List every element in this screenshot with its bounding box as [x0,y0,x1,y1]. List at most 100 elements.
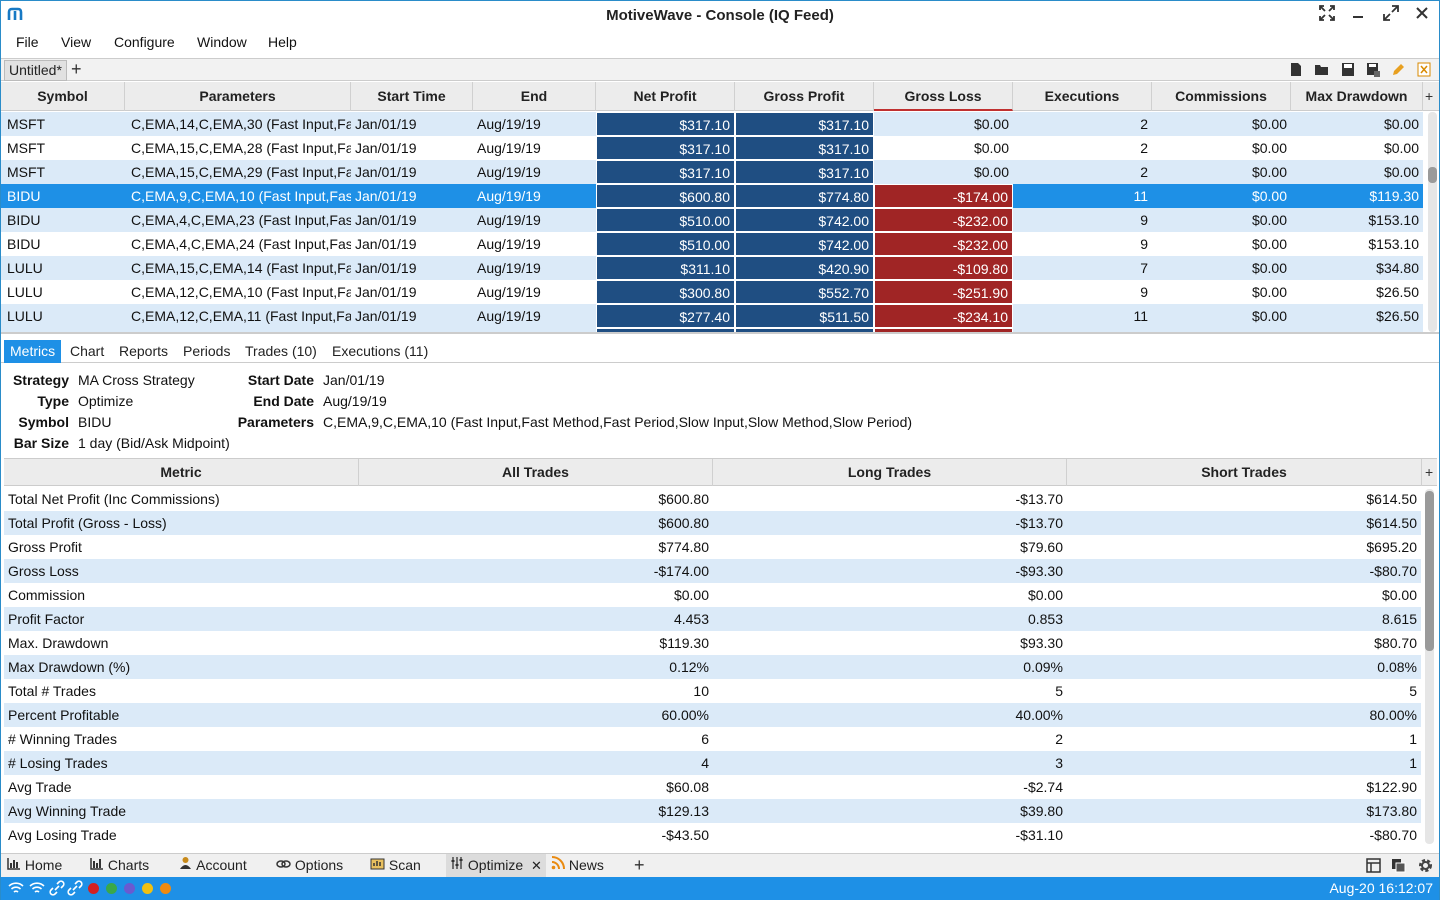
tab-trades[interactable]: Trades (10) [245,343,317,359]
status-dot-orange[interactable] [160,883,171,894]
nav-optimize[interactable]: Optimize ✕ [446,854,546,878]
metrics-row[interactable]: Avg Losing Trade -$43.50 -$31.10 -$80.70 [4,823,1421,847]
metrics-row[interactable]: Gross Loss -$174.00 -$93.30 -$80.70 [4,559,1421,583]
metrics-row[interactable]: Profit Factor 4.453 0.853 8.615 [4,607,1421,631]
metrics-row[interactable]: Max. Drawdown $119.30 $93.30 $80.70 [4,631,1421,655]
end-date-label: End Date [253,393,314,409]
workspace-tab[interactable]: Untitled* [4,60,67,81]
cell-executions: 9 [1140,284,1148,300]
metrics-row[interactable]: Total Net Profit (Inc Commissions) $600.8… [4,487,1421,511]
long-trades-value: $0.00 [1027,587,1063,603]
fullscreen-icon[interactable] [1316,5,1338,26]
add-column-icon[interactable]: + [1425,88,1434,104]
close-optimize-tab-icon[interactable]: ✕ [531,858,542,873]
metric-name: # Winning Trades [8,731,117,747]
menu-configure[interactable]: Configure [114,34,175,50]
col-gross-profit[interactable]: Gross Profit [735,82,874,111]
nav-news[interactable]: News [551,854,604,878]
new-file-icon[interactable] [1289,62,1303,77]
open-folder-icon[interactable] [1314,62,1330,77]
metric-name: Profit Factor [8,611,85,627]
metrics-row[interactable]: Percent Profitable 60.00% 40.00% 80.00% [4,703,1421,727]
menu-file[interactable]: File [16,34,39,50]
close-icon[interactable] [1411,5,1433,26]
status-clock: Aug-20 16:12:07 [1329,880,1433,896]
menu-help[interactable]: Help [268,34,297,50]
status-dot-purple[interactable] [124,883,135,894]
edit-pencil-icon[interactable] [1391,62,1405,77]
save-icon[interactable] [1341,62,1355,77]
metrics-row[interactable]: Commission $0.00 $0.00 $0.00 [4,583,1421,607]
copy-icon[interactable] [1391,858,1406,873]
layout-icon[interactable] [1366,858,1381,873]
save-as-icon[interactable] [1366,62,1380,77]
metric-name: Gross Loss [8,563,79,579]
menu-view[interactable]: View [61,34,92,50]
cell-end: Aug/19/19 [477,212,541,228]
metrics-row[interactable]: # Winning Trades 6 2 1 [4,727,1421,751]
col-max-drawdown[interactable]: Max Drawdown [1291,82,1423,111]
metrics-row[interactable]: Max Drawdown (%) 0.12% 0.09% 0.08% [4,655,1421,679]
col-symbol[interactable]: Symbol [1,82,125,111]
col-parameters[interactable]: Parameters [125,82,351,111]
add-tab-icon[interactable]: + [71,59,82,79]
grid-row[interactable]: BIDU C,EMA,9,C,EMA,10 (Fast Input,Fas Jan/… [1,184,1423,208]
status-dot-red[interactable] [88,883,99,894]
grid-row[interactable]: MSFT C,EMA,15,C,EMA,29 (Fast Input,Fa Jan/… [1,160,1423,184]
add-nav-tab-icon[interactable]: + [634,855,645,875]
tab-periods[interactable]: Periods [183,343,231,359]
metrics-row[interactable]: # Losing Trades 4 3 1 [4,751,1421,775]
status-dot-green[interactable] [106,883,117,894]
col-all-trades[interactable]: All Trades [359,459,713,486]
col-short-trades[interactable]: Short Trades [1067,459,1422,486]
metrics-scrollbar[interactable] [1425,489,1434,844]
col-long-trades[interactable]: Long Trades [713,459,1067,486]
col-start-time[interactable]: Start Time [351,82,473,111]
grid-scrollbar[interactable] [1428,112,1437,332]
cell-commissions: $0.00 [1251,164,1287,180]
cell-executions: 11 [1133,188,1148,204]
menu-window[interactable]: Window [197,34,247,50]
settings-gear-icon[interactable] [1417,857,1434,874]
grid-scrollbar-thumb[interactable] [1428,167,1437,183]
tab-executions[interactable]: Executions (11) [332,343,429,359]
col-executions[interactable]: Executions [1013,82,1152,111]
grid-row[interactable]: BIDU C,EMA,4,C,EMA,23 (Fast Input,Fas Jan/… [1,208,1423,232]
grid-row[interactable]: BIDU C,EMA,4,C,EMA,24 (Fast Input,Fas Jan/… [1,232,1423,256]
cell-executions: 2 [1140,116,1148,132]
col-gross-loss[interactable]: Gross Loss [874,82,1013,111]
nav-home[interactable]: Home [7,854,62,878]
cell-symbol: MSFT [7,140,46,156]
cell-parameters: C,EMA,4,C,EMA,24 (Fast Input,Fas [131,236,351,252]
maximize-icon[interactable] [1380,5,1402,26]
col-commissions[interactable]: Commissions [1152,82,1291,111]
col-end[interactable]: End [473,82,596,111]
grid-row[interactable]: MSFT C,EMA,14,C,EMA,30 (Fast Input,Fa Jan/… [1,112,1423,136]
metrics-row[interactable]: Avg Trade $60.08 -$2.74 $122.90 [4,775,1421,799]
nav-options[interactable]: Options [276,854,343,878]
grid-row[interactable]: LULU C,EMA,12,C,EMA,11 (Fast Input,Fa Jan/… [1,304,1423,328]
account-icon [180,857,191,869]
metrics-scrollbar-thumb[interactable] [1425,491,1434,651]
nav-charts[interactable]: Charts [90,854,149,878]
export-excel-icon[interactable] [1417,62,1431,77]
metrics-header: Metric All Trades Long Trades Short Trad… [4,459,1437,486]
tab-metrics[interactable]: Metrics [4,340,62,363]
minimize-icon[interactable] [1347,5,1369,26]
metrics-row[interactable]: Gross Profit $774.80 $79.60 $695.20 [4,535,1421,559]
cell-end: Aug/19/19 [477,164,541,180]
grid-row[interactable]: LULU C,EMA,12,C,EMA,10 (Fast Input,Fa Jan/… [1,280,1423,304]
nav-scan[interactable]: Scan [370,854,421,878]
metrics-row[interactable]: Total Profit (Gross - Loss) $600.80 -$13.7… [4,511,1421,535]
col-metric[interactable]: Metric [4,459,359,486]
col-net-profit[interactable]: Net Profit [596,82,735,111]
grid-row[interactable]: MSFT C,EMA,15,C,EMA,28 (Fast Input,Fa Jan/… [1,136,1423,160]
status-dot-yellow[interactable] [142,883,153,894]
tab-reports[interactable]: Reports [119,343,169,359]
metrics-row[interactable]: Avg Winning Trade $129.13 $39.80 $173.80 [4,799,1421,823]
grid-row[interactable]: LULU C,EMA,15,C,EMA,14 (Fast Input,Fa Jan/… [1,256,1423,280]
metrics-row[interactable]: Total # Trades 10 5 5 [4,679,1421,703]
add-metric-column-icon[interactable]: + [1425,464,1434,480]
tab-chart[interactable]: Chart [70,343,105,359]
nav-account[interactable]: Account [178,854,247,878]
